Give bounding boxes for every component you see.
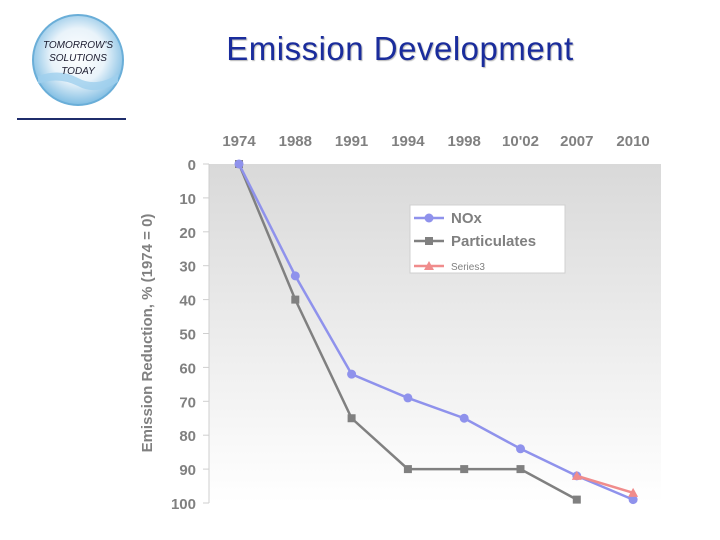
x-tick-label: 1991 [335,133,368,150]
logo-line-3: TODAY [61,66,96,77]
data-point [516,444,525,454]
x-tick-label: 10'02 [502,133,539,150]
data-point [572,495,581,504]
legend-swatch-marker [425,237,433,245]
logo: TOMORROW'S SOLUTIONS TODAY [32,14,124,106]
legend-swatch-marker [424,261,434,270]
data-point [628,487,639,497]
data-point [403,393,413,403]
data-point [290,271,300,281]
y-tick-label: 60 [179,360,196,377]
series-line [576,474,634,495]
y-tick-label: 50 [179,327,196,344]
data-point [628,495,638,505]
logo-line-1: TOMORROW'S [43,40,113,51]
slide-title: Emission Development [226,30,574,67]
y-tick-label: 10 [179,191,196,208]
data-point [234,159,244,169]
data-point [571,470,582,480]
y-tick-label: 100 [171,496,196,513]
series-series3 [571,470,639,497]
data-point [347,369,357,379]
x-tick-label: 2010 [616,133,649,150]
y-axis-label: Emission Reduction, % (1974 = 0) [139,214,156,453]
logo-line-2: SOLUTIONS [49,53,107,64]
legend-swatch-marker [424,213,434,223]
y-tick-label: 70 [179,394,196,411]
y-tick-label: 30 [179,259,196,276]
x-tick-label: 1974 [222,133,256,150]
x-tick-label: 2007 [560,133,593,150]
x-tick-label: 1994 [391,133,425,150]
legend-label: Series3 [451,262,485,273]
data-point [460,465,469,474]
logo-underline [17,118,126,120]
y-tick-label: 40 [179,293,196,310]
x-tick-label: 1988 [279,133,312,150]
y-tick-label: 80 [179,428,196,445]
x-tick-label: 1998 [448,133,481,150]
data-point [347,414,356,423]
data-point [403,465,412,474]
data-point [459,413,469,423]
y-tick-label: 90 [179,462,196,479]
y-tick-label: 0 [188,157,196,174]
legend-box [409,204,566,274]
data-point [516,465,525,474]
legend-label: Particulates [451,233,536,250]
y-tick-label: 20 [179,225,196,242]
legend: NOx Particulates Series3 [409,204,566,274]
series-line [237,163,634,501]
data-point [291,295,300,304]
legend-label: NOx [451,210,483,227]
